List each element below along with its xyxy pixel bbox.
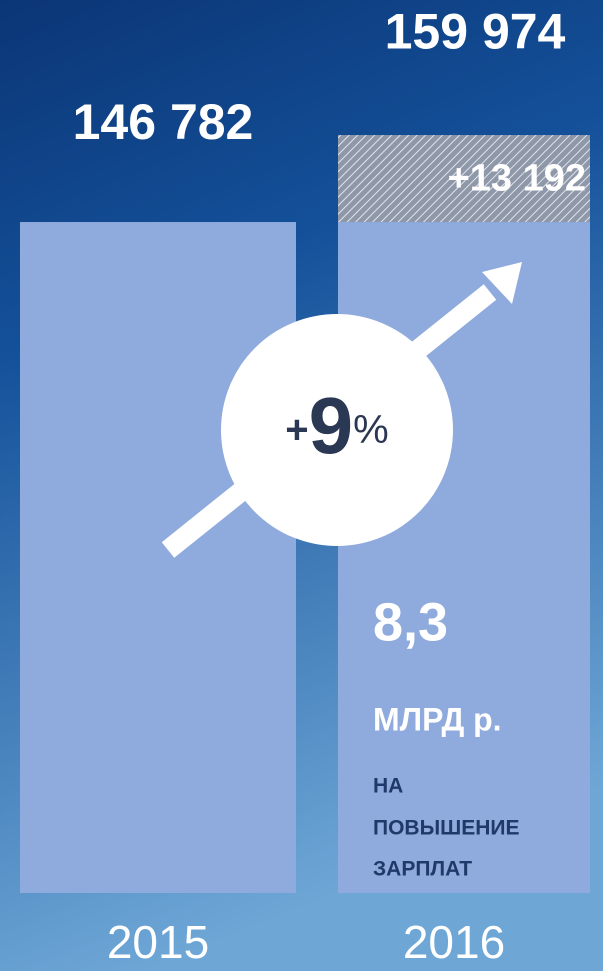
note-line: ЗАРПЛАТ: [373, 858, 472, 881]
growth-value: 9: [309, 381, 354, 470]
arrow-head: [482, 262, 522, 304]
total-label: 159 974: [385, 3, 566, 59]
growth-badge: +9%: [161, 262, 522, 558]
increase-label: +13 192: [448, 158, 586, 200]
growth-sign: +: [285, 408, 308, 452]
total-label: 146 782: [73, 94, 254, 150]
note-amount: 8,3: [373, 592, 448, 652]
growth-unit: %: [353, 408, 389, 452]
x-tick-label: 2015: [107, 916, 209, 968]
increase-segment: [338, 135, 590, 223]
note-unit: МЛРД р.: [373, 701, 502, 737]
note-line: ПОВЫШЕНИЕ: [373, 817, 520, 840]
note-line: НА: [373, 775, 403, 798]
badge-circle: [221, 314, 453, 546]
bar: [20, 222, 296, 894]
growth-text: +9%: [285, 381, 388, 470]
x-tick-label: 2016: [403, 916, 505, 968]
